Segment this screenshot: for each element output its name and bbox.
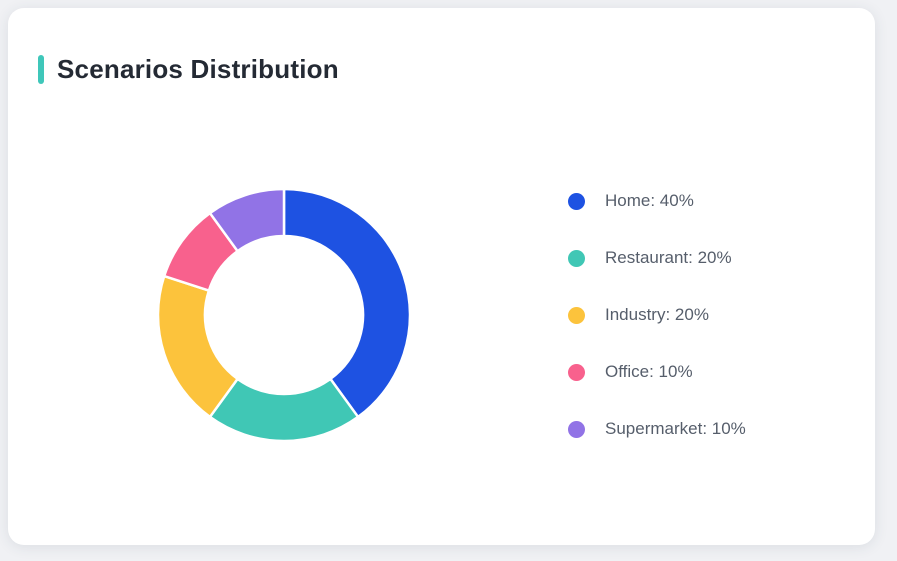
legend-color-dot [568, 363, 585, 381]
legend-item-office[interactable]: Office: 10% [568, 360, 746, 384]
donut-slice-supermarket[interactable] [208, 187, 286, 253]
legend-color-dot [568, 249, 585, 267]
legend-label: Home: 40% [605, 191, 694, 210]
card-header: Scenarios Distribution [38, 54, 339, 85]
legend-label: Supermarket: 10% [605, 419, 746, 438]
donut-slice-home[interactable] [282, 187, 412, 419]
donut-slice-industry[interactable] [156, 274, 239, 419]
legend-color-dot [568, 192, 585, 210]
chart-legend: Home: 40% Restaurant: 20% Industry: 20% Off… [568, 189, 746, 474]
donut-chart [154, 185, 414, 445]
legend-color-dot [568, 420, 585, 438]
legend-item-restaurant[interactable]: Restaurant: 20% [568, 246, 746, 270]
legend-item-industry[interactable]: Industry: 20% [568, 303, 746, 327]
legend-label: Industry: 20% [605, 305, 709, 324]
legend-label: Office: 10% [605, 362, 693, 381]
card-title: Scenarios Distribution [57, 54, 339, 84]
scenarios-distribution-card: Scenarios Distribution Home: 40% Restaura… [8, 8, 875, 545]
legend-item-home[interactable]: Home: 40% [568, 189, 746, 213]
legend-label: Restaurant: 20% [605, 248, 732, 267]
legend-item-supermarket[interactable]: Supermarket: 10% [568, 417, 746, 441]
title-accent-bar [38, 55, 44, 84]
legend-color-dot [568, 306, 585, 324]
donut-chart-svg [156, 187, 412, 443]
